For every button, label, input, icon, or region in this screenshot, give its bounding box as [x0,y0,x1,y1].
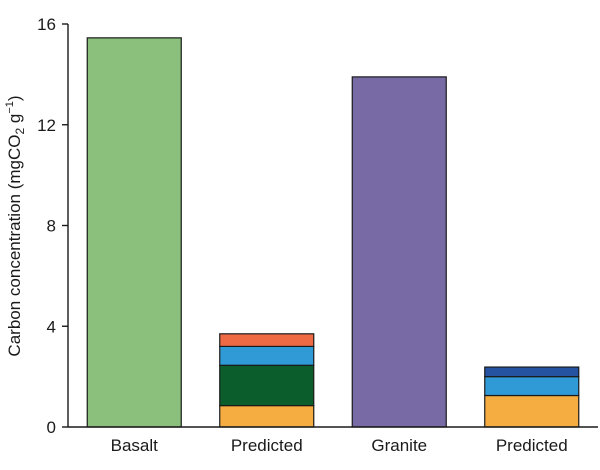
y-axis-title-end: ) [5,95,24,101]
bar-segment [484,376,580,397]
y-axis-title-mid: g [5,114,24,128]
bar-segment [219,333,315,347]
y-tick-label: 0 [47,418,56,437]
y-tick-label: 8 [47,217,56,236]
bar-segment [219,404,315,428]
x-category-labels: Basalt Predicted Granite Predicted [111,436,568,455]
bar-segment [219,345,315,366]
y-axis-title: Carbon concentration (mgCO2 g−1) [4,95,27,356]
bar-segment [351,76,447,428]
y-tick-label: 4 [47,317,56,336]
y-tick-label: 12 [37,116,56,135]
bar-segment [219,364,315,407]
y-tick-label: 16 [37,15,56,34]
x-category-label: Predicted [496,436,568,455]
bar-segment [484,366,580,378]
x-category-label: Predicted [231,436,303,455]
y-axis-title-text: Carbon concentration (mgCO [5,135,24,357]
x-category-label: Basalt [111,436,159,455]
y-axis-title-superscript: −1 [4,101,16,114]
y-axis-title-subscript: 2 [13,128,27,135]
y-ticks: 0 4 8 12 16 [37,15,68,437]
bars-layer [86,37,580,428]
bar-segment [86,37,182,428]
x-category-label: Granite [371,436,427,455]
bar-segment [484,394,580,428]
